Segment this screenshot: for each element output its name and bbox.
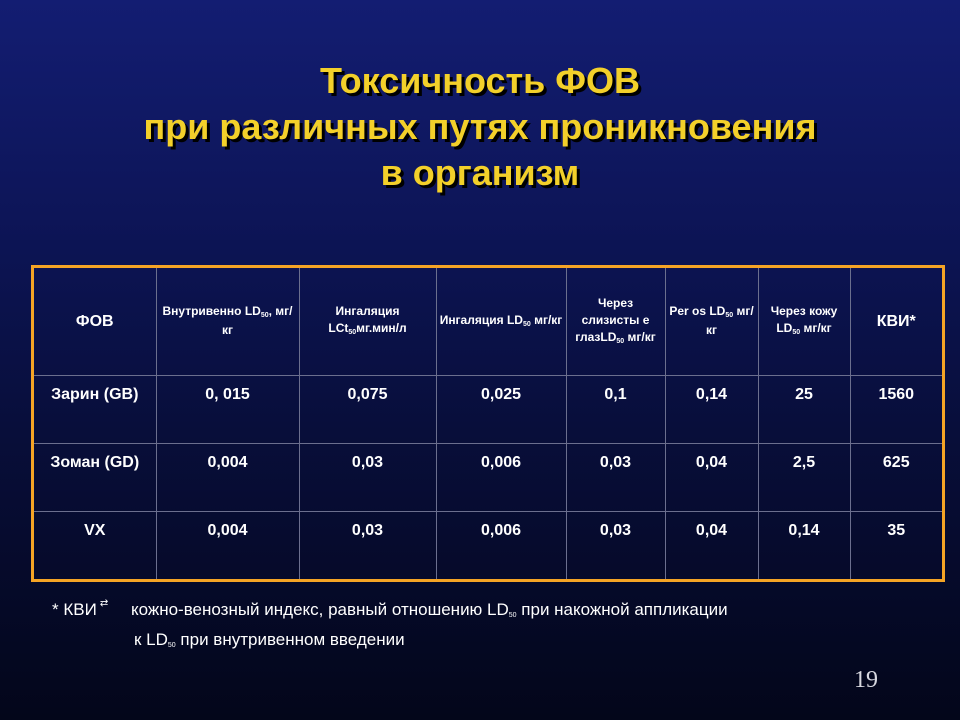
value-cell: 1560 [849, 374, 942, 444]
value-cell: 2,5 [757, 442, 851, 512]
table-row: Зарин (GB) 0, 015 0,075 0,025 0,1 0,14 2… [34, 374, 942, 444]
value-cell: 625 [849, 442, 942, 512]
header-cell-skin: Через кожу LD50 мг/кг [757, 268, 851, 376]
value-cell: 0,14 [757, 510, 851, 579]
toxicity-table-frame: ФОВ Внутривенно LD50, мг/кг Ингаляция LC… [31, 265, 945, 582]
value-cell: 0,006 [435, 442, 567, 512]
value-cell: 0,03 [565, 442, 666, 512]
title-line-3: в организм [380, 152, 580, 193]
value-cell: 0,025 [435, 374, 567, 444]
value-cell: 0, 015 [155, 374, 300, 444]
value-cell: 0,14 [664, 374, 759, 444]
exchange-arrows-icon: ⇄ [99, 598, 109, 609]
value-cell: 0,006 [435, 510, 567, 579]
value-cell: 0,1 [565, 374, 666, 444]
toxicity-table: ФОВ Внутривенно LD50, мг/кг Ингаляция LC… [34, 268, 942, 579]
header-cell-inhalation-ld: Ингаляция LD50 мг/кг [435, 268, 567, 376]
table-header-row: ФОВ Внутривенно LD50, мг/кг Ингаляция LC… [34, 268, 942, 376]
header-cell-kvi: КВИ* [849, 268, 942, 376]
value-cell: 0,03 [298, 442, 437, 512]
header-cell-agent: ФОВ [34, 268, 157, 376]
value-cell: 0,04 [664, 510, 759, 579]
page-number: 19 [854, 667, 878, 693]
table-row: VX 0,004 0,03 0,006 0,03 0,04 0,14 35 [34, 510, 942, 579]
value-cell: 0,075 [298, 374, 437, 444]
value-cell: 0,04 [664, 442, 759, 512]
slide-title: Токсичность ФОВ при различных путях прон… [0, 58, 960, 196]
header-cell-inhalation-lct: Ингаляция LCt50мг.мин/л [298, 268, 437, 376]
value-cell: 0,03 [565, 510, 666, 579]
header-cell-iv: Внутривенно LD50, мг/кг [155, 268, 300, 376]
header-cell-eye: Через слизисты е глазLD50 мг/кг [565, 268, 666, 376]
value-cell: 0,004 [155, 510, 300, 579]
agent-cell: Зоман (GD) [34, 442, 157, 512]
value-cell: 0,004 [155, 442, 300, 512]
footnote-line-1: * КВИ ⇄ кожно-венозный индекс, равный отн… [52, 598, 728, 619]
table-row: Зоман (GD) 0,004 0,03 0,006 0,03 0,04 2,… [34, 442, 942, 512]
value-cell: 35 [849, 510, 942, 579]
footnote-key: * КВИ ⇄ [52, 598, 109, 619]
agent-cell: VX [34, 510, 157, 579]
footnote-line-2: к LD50 при внутривенном введении [134, 630, 405, 649]
header-cell-per-os: Per os LD50 мг/кг [664, 268, 759, 376]
title-line-2: при различных путях проникновения [143, 106, 817, 147]
value-cell: 25 [757, 374, 851, 444]
title-line-1: Токсичность ФОВ [319, 60, 641, 101]
agent-cell: Зарин (GB) [34, 374, 157, 444]
value-cell: 0,03 [298, 510, 437, 579]
